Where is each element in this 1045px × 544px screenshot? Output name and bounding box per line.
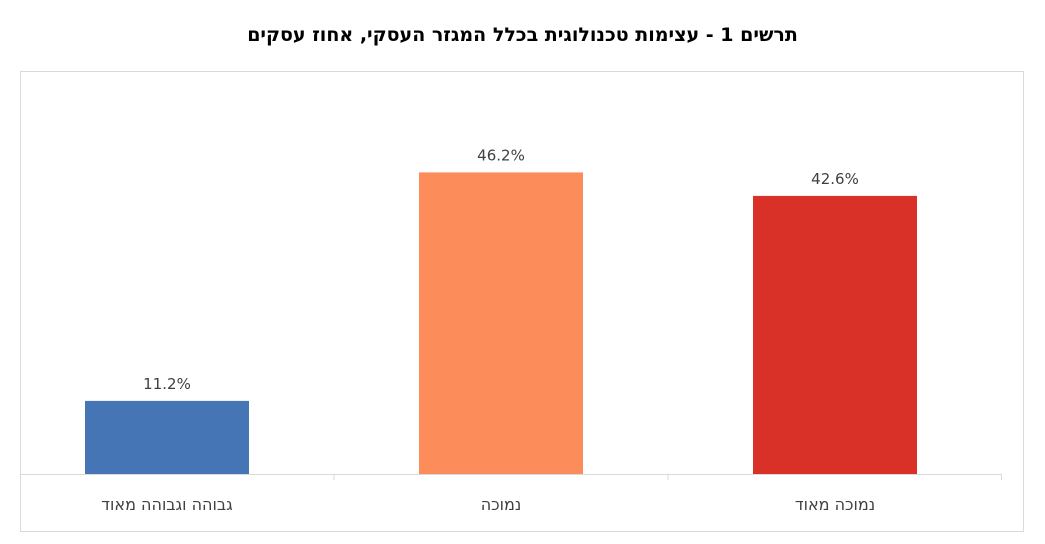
bar-value-label-3: 11.2% (143, 375, 191, 393)
labels-group: 42.6% נמוכה מאוד 46.2% נמוכה 11.2% גבוהה וגבו… (101, 146, 875, 514)
bars-group (85, 172, 917, 474)
x-axis (20, 474, 1002, 480)
category-label-2: נמוכה (481, 495, 522, 514)
bar-value-label-2: 46.2% (477, 146, 525, 164)
bar-2 (419, 172, 583, 474)
bar-value-label-1: 42.6% (811, 170, 859, 188)
bar-1 (753, 195, 917, 474)
chart-frame (20, 71, 1024, 532)
bar-3 (85, 400, 249, 474)
category-label-3: גבוהה וגבוהה מאוד (101, 495, 233, 514)
category-label-1: נמוכה מאוד (795, 495, 875, 514)
chart-title: תרשים 1 - עצימות טכנולוגית בכלל המגזר הע… (247, 24, 798, 46)
